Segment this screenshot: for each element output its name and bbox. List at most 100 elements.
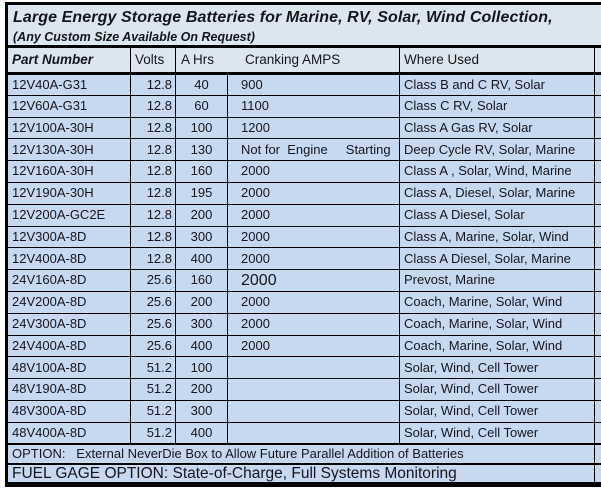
cranking-amps-cell: 1100 xyxy=(227,94,400,118)
where-used-cell: Coach, Marine, Solar, Wind xyxy=(399,312,595,336)
col-header-cranking-amps: Cranking AMPS xyxy=(245,51,341,67)
cranking-amps-cell: 2000 xyxy=(227,247,400,271)
volts-cell: 25.6 xyxy=(130,269,176,292)
amp-hours-cell: 300 xyxy=(175,399,228,423)
fuel-gage-option-row: FUEL GAGE OPTION: State-of-Charge, Full … xyxy=(6,463,601,488)
part-number-cell: 12V190A-30H xyxy=(6,181,131,205)
table-title-row: Large Energy Storage Batteries for Marin… xyxy=(6,3,601,31)
right-gutter-cell xyxy=(593,443,601,465)
amp-hours-cell: 160 xyxy=(175,269,228,292)
where-used-cell: Class A Diesel, Solar, Marine xyxy=(399,247,595,271)
where-used-cell: Class A , Solar, Wind, Marine xyxy=(399,160,595,183)
battery-row: 24V400A-8D 25.6 400 2000 Coach, Marine, Sola… xyxy=(6,334,601,358)
right-gutter-cell xyxy=(593,247,601,271)
volts-cell: 12.8 xyxy=(130,160,176,183)
where-used-cell: Coach, Marine, Solar, Wind xyxy=(399,290,595,314)
cranking-amps-cell: 2000 xyxy=(227,269,400,292)
part-number-cell: 12V400A-8D xyxy=(6,247,131,271)
amp-hours-cell: 40 xyxy=(175,73,228,96)
part-number-cell: 48V400A-8D xyxy=(6,421,131,445)
where-used-cell: Class A Gas RV, Solar xyxy=(399,116,595,140)
option-note: OPTION: External NeverDie Box to Allow F… xyxy=(6,443,595,465)
volts-cell: 12.8 xyxy=(130,116,176,140)
where-used-cell: Solar, Wind, Cell Tower xyxy=(399,378,595,401)
battery-row: 24V160A-8D 25.6 160 2000 Prevost, Marine xyxy=(6,269,601,292)
right-gutter-cell xyxy=(593,45,601,75)
battery-row: 12V190A-30H 12.8 195 2000 Class A, Diesel, S… xyxy=(6,181,601,205)
right-gutter-cell xyxy=(593,334,601,358)
battery-row: 12V400A-8D 12.8 400 2000 Class A Diesel, Sol… xyxy=(6,247,601,271)
cranking-amps-cell xyxy=(227,399,400,423)
amp-hours-cell: 200 xyxy=(175,203,228,227)
right-gutter-cell xyxy=(593,269,601,292)
battery-row: 48V300A-8D 51.2 300 Solar, Wind, Cell Tower xyxy=(6,399,601,423)
cranking-amps-cell: Not for Engine Starting xyxy=(227,138,400,162)
where-used-cell: Class C RV, Solar xyxy=(399,94,595,118)
part-number-cell: 12V40A-G31 xyxy=(6,73,131,96)
amp-hours-cell: 60 xyxy=(175,94,228,118)
where-used-cell: Class A Diesel, Solar xyxy=(399,203,595,227)
where-used-cell: Deep Cycle RV, Solar, Marine xyxy=(399,138,595,162)
part-number-cell: 24V400A-8D xyxy=(6,334,131,358)
right-gutter-cell xyxy=(593,290,601,314)
battery-row: 12V40A-G31 12.8 40 900 Class B and C RV, Sol… xyxy=(6,73,601,96)
right-gutter-cell xyxy=(593,94,601,118)
amp-hours-cell: 400 xyxy=(175,421,228,445)
battery-row: 24V200A-8D 25.6 200 2000 Coach, Marine, Sola… xyxy=(6,290,601,314)
cranking-amps-cell: 2000 xyxy=(227,290,400,314)
table-title: Large Energy Storage Batteries for Marin… xyxy=(6,3,601,31)
right-gutter-cell xyxy=(593,356,601,380)
cranking-amps-cell: 900 xyxy=(227,73,400,96)
table-subtitle: (Any Custom Size Available On Request) xyxy=(6,30,601,47)
battery-row: 48V400A-8D 51.2 400 Solar, Wind, Cell Tower xyxy=(6,421,601,445)
amp-hours-cell: 160 xyxy=(175,160,228,183)
battery-row: 12V200A-GC2E 12.8 200 2000 Class A Diesel, S… xyxy=(6,203,601,227)
right-gutter-cell xyxy=(593,160,601,183)
col-header-volts: Volts xyxy=(130,45,176,75)
volts-cell: 12.8 xyxy=(130,73,176,96)
battery-row: 12V100A-30H 12.8 100 1200 Class A Gas RV, So… xyxy=(6,116,601,140)
volts-cell: 12.8 xyxy=(130,94,176,118)
cranking-amps-cell xyxy=(227,421,400,445)
amp-hours-cell: 400 xyxy=(175,247,228,271)
cranking-amps-cell xyxy=(227,356,400,380)
battery-row: 12V160A-30H 12.8 160 2000 Class A , Solar, W… xyxy=(6,160,601,183)
where-used-cell: Solar, Wind, Cell Tower xyxy=(399,421,595,445)
volts-cell: 25.6 xyxy=(130,290,176,314)
amp-hours-cell: 400 xyxy=(175,334,228,358)
part-number-cell: 24V300A-8D xyxy=(6,312,131,336)
col-header-ahrs-cranking: A Hrs Cranking AMPS xyxy=(175,45,400,75)
table-subtitle-row: (Any Custom Size Available On Request) xyxy=(6,30,601,47)
right-gutter-cell xyxy=(593,399,601,423)
part-number-cell: 12V300A-8D xyxy=(6,225,131,249)
battery-row: 12V60A-G31 12.8 60 1100 Class C RV, Solar xyxy=(6,94,601,118)
where-used-cell: Coach, Marine, Solar, Wind xyxy=(399,334,595,358)
cranking-amps-cell: 2000 xyxy=(227,181,400,205)
battery-spec-table: Large Energy Storage Batteries for Marin… xyxy=(5,2,601,488)
battery-row: 48V100A-8D 51.2 100 Solar, Wind, Cell Tower xyxy=(6,356,601,380)
right-gutter-cell xyxy=(593,421,601,445)
where-used-cell: Solar, Wind, Cell Tower xyxy=(399,399,595,423)
volts-cell: 25.6 xyxy=(130,312,176,336)
amp-hours-cell: 100 xyxy=(175,116,228,140)
right-gutter-cell xyxy=(593,463,601,488)
cranking-amps-cell: 2000 xyxy=(227,312,400,336)
part-number-cell: 12V160A-30H xyxy=(6,160,131,183)
cranking-amps-cell: 2000 xyxy=(227,160,400,183)
column-header-row: Part Number Volts A Hrs Cranking AMPS Whe… xyxy=(6,45,601,75)
battery-row: 48V190A-8D 51.2 200 Solar, Wind, Cell Tower xyxy=(6,378,601,401)
battery-row: 12V300A-8D 12.8 300 2000 Class A, Marine, So… xyxy=(6,225,601,249)
volts-cell: 25.6 xyxy=(130,334,176,358)
where-used-cell: Prevost, Marine xyxy=(399,269,595,292)
part-number-cell: 48V100A-8D xyxy=(6,356,131,380)
part-number-cell: 24V160A-8D xyxy=(6,269,131,292)
amp-hours-cell: 200 xyxy=(175,378,228,401)
right-gutter-cell xyxy=(593,181,601,205)
part-number-cell: 12V130A-30H xyxy=(6,138,131,162)
battery-row: 12V130A-30H 12.8 130 Not for Engine Startin… xyxy=(6,138,601,162)
right-gutter-cell xyxy=(593,203,601,227)
cranking-amps-cell: 2000 xyxy=(227,334,400,358)
amp-hours-cell: 130 xyxy=(175,138,228,162)
volts-cell: 12.8 xyxy=(130,181,176,205)
option-row: OPTION: External NeverDie Box to Allow F… xyxy=(6,443,601,465)
